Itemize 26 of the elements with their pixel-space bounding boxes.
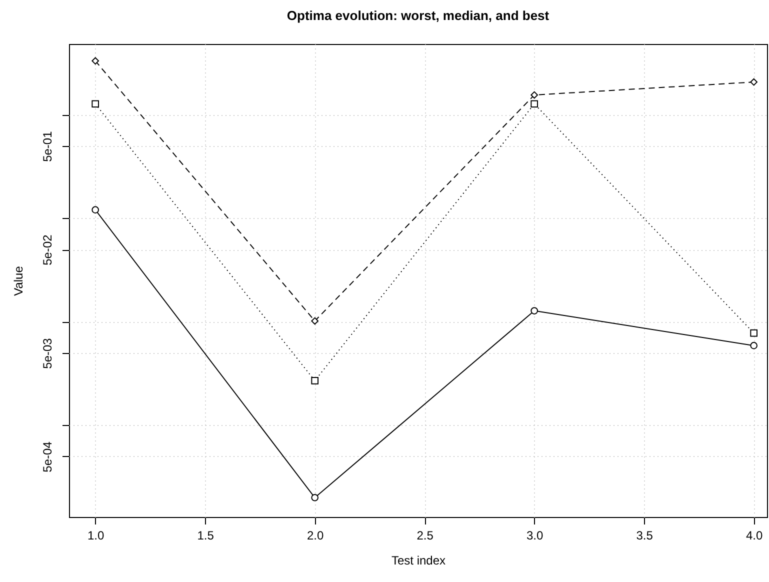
point xyxy=(311,377,318,384)
y-tick-label: 5e-02 xyxy=(40,234,54,266)
x-tick-label: 3.5 xyxy=(636,528,654,542)
y-axis-title: Value xyxy=(12,266,26,296)
x-tick-label: 1.0 xyxy=(87,528,105,542)
point xyxy=(530,100,538,108)
point xyxy=(530,91,538,99)
point xyxy=(750,342,758,350)
y-tick-label: 5e-04 xyxy=(40,441,54,472)
point xyxy=(92,100,100,108)
point xyxy=(92,57,99,65)
y-tick-label: 5e-01 xyxy=(40,130,54,162)
point xyxy=(530,307,538,314)
y-tick-label: 5e-03 xyxy=(40,338,54,369)
x-tick-label: 4.0 xyxy=(746,528,763,542)
x-tick-label: 2.5 xyxy=(416,528,434,542)
point xyxy=(311,494,318,502)
x-tick-label: 1.5 xyxy=(197,528,214,542)
x-tick-label: 2.0 xyxy=(306,528,324,542)
x-axis-title: Test index xyxy=(391,554,446,568)
chart-title: Optima evolution: worst, median, and best xyxy=(286,8,550,23)
point xyxy=(750,78,758,86)
point xyxy=(750,329,758,337)
x-tick-label: 3.0 xyxy=(526,528,544,542)
point xyxy=(92,206,99,214)
point xyxy=(311,317,318,325)
